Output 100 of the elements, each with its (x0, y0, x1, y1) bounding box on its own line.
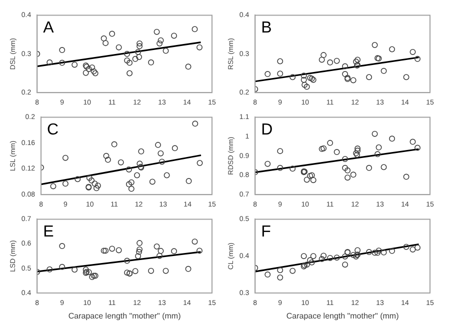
point (154, 244, 160, 250)
point (376, 144, 382, 150)
point (154, 28, 160, 35)
point (82, 266, 89, 273)
chart-title: F (261, 224, 272, 241)
point (86, 66, 92, 72)
point (134, 172, 140, 178)
point (350, 252, 356, 258)
point (136, 160, 143, 167)
point (290, 74, 296, 80)
point (334, 254, 340, 261)
point (74, 176, 81, 182)
point (277, 148, 284, 154)
chart-title: A (43, 20, 54, 37)
point (136, 246, 143, 252)
point (124, 57, 130, 64)
point (126, 181, 132, 188)
point (366, 164, 372, 171)
point (136, 43, 143, 50)
point (192, 238, 198, 245)
point (164, 172, 170, 178)
point (158, 150, 164, 156)
point (136, 40, 143, 46)
chart-title: D (261, 122, 273, 139)
point (344, 174, 351, 181)
point (342, 262, 348, 268)
point (59, 47, 66, 54)
point (148, 268, 154, 274)
point (171, 32, 178, 39)
point (380, 164, 387, 170)
point (156, 252, 163, 259)
point (342, 164, 348, 171)
point (192, 26, 198, 32)
point (92, 70, 98, 76)
point (100, 248, 107, 254)
point (136, 248, 142, 255)
point (354, 148, 361, 154)
point (88, 177, 95, 184)
point (353, 58, 360, 65)
point (126, 166, 132, 172)
point (124, 258, 130, 264)
chart-title: E (43, 224, 54, 241)
point (82, 70, 89, 76)
point (93, 185, 100, 192)
point (162, 48, 169, 54)
point (277, 58, 284, 64)
point (410, 48, 416, 55)
point (100, 35, 107, 42)
point (156, 40, 163, 46)
point (158, 158, 165, 165)
point (342, 156, 348, 162)
point (277, 164, 284, 171)
point (72, 266, 78, 273)
point (307, 257, 314, 264)
point (196, 160, 203, 166)
point (196, 248, 203, 254)
point (109, 246, 116, 252)
point (126, 70, 133, 76)
point (102, 248, 109, 254)
point (118, 159, 124, 166)
point (172, 145, 178, 152)
point (374, 151, 381, 158)
point (185, 266, 192, 272)
point (344, 167, 351, 174)
point (264, 71, 271, 78)
point (46, 59, 53, 66)
point (264, 160, 271, 167)
point (342, 63, 348, 70)
point (342, 71, 348, 78)
point (342, 253, 348, 260)
point (62, 154, 68, 161)
point (124, 270, 130, 276)
point (124, 50, 130, 57)
point (90, 68, 97, 74)
point (389, 248, 396, 254)
point (372, 42, 378, 48)
point (135, 253, 142, 260)
point (410, 138, 416, 145)
point (320, 52, 327, 58)
point (109, 30, 116, 37)
point (354, 146, 361, 152)
point (327, 140, 334, 146)
point (410, 246, 416, 252)
x-axis-title: Carapace length "mother" (mm) (286, 311, 400, 320)
point (354, 247, 361, 254)
point (126, 60, 133, 66)
point (264, 272, 271, 278)
point (372, 250, 378, 256)
point (304, 262, 310, 268)
point (59, 243, 66, 250)
point (135, 48, 142, 55)
point (111, 141, 118, 148)
point (186, 178, 192, 184)
point (94, 182, 101, 189)
point (136, 240, 143, 246)
point (320, 252, 327, 259)
point (310, 177, 316, 184)
point (46, 266, 53, 272)
point (372, 130, 378, 137)
point (128, 179, 134, 186)
